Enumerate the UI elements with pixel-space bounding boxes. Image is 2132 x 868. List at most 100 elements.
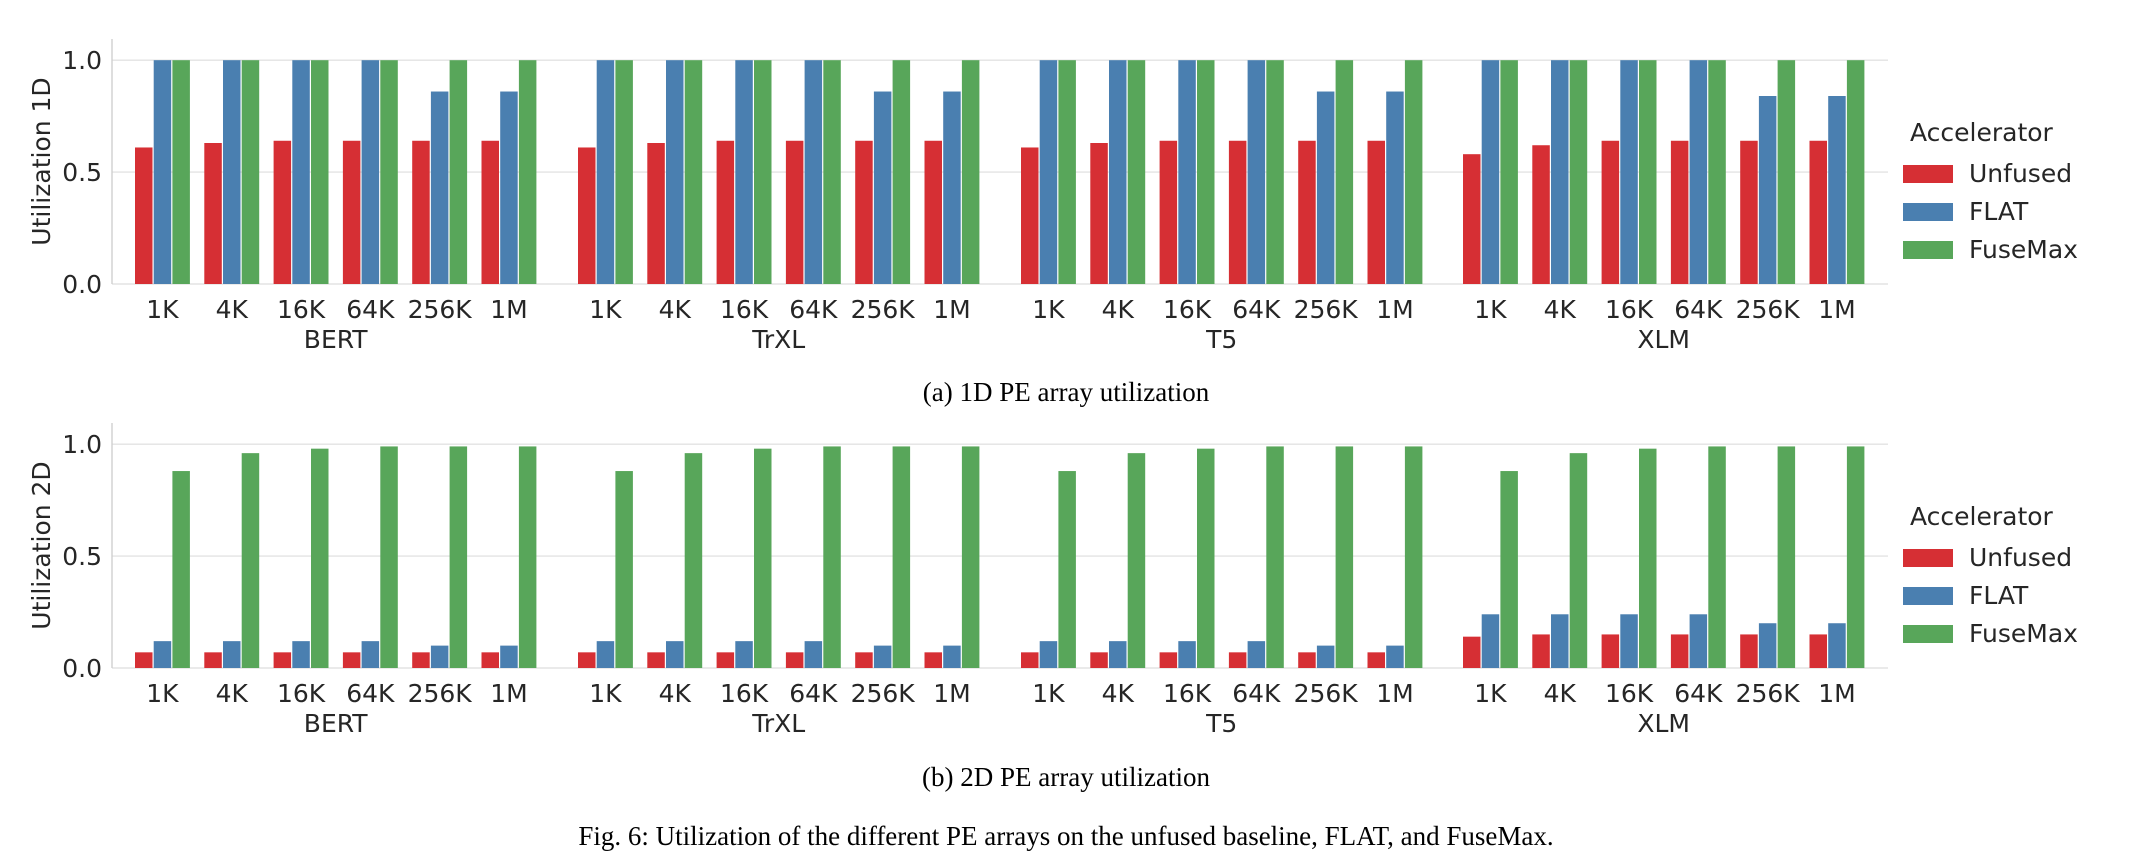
- bar-flat: [500, 645, 518, 668]
- bar-unfused: [716, 652, 735, 668]
- bar-fusemax: [1777, 446, 1796, 668]
- legend-label-unfused: Unfused: [1969, 159, 2072, 188]
- bar-fusemax: [449, 60, 468, 284]
- bar-fusemax: [1058, 60, 1076, 284]
- bar-fusemax: [823, 446, 841, 668]
- x-tick-label: 16K: [1605, 295, 1654, 324]
- x-tick-label: 1M: [1376, 295, 1413, 324]
- bar-fusemax: [892, 60, 911, 284]
- legend-swatch-unfused: [1903, 165, 1953, 183]
- bar-fusemax: [1500, 471, 1518, 668]
- bar-flat: [1039, 641, 1058, 668]
- bar-flat: [223, 641, 241, 668]
- group-label: T5: [1205, 709, 1237, 738]
- bar-unfused: [578, 147, 596, 284]
- bar-flat: [1039, 60, 1058, 284]
- figure-caption: Fig. 6: Utilization of the different PE …: [578, 821, 1553, 851]
- x-tick-label: 1M: [933, 679, 970, 708]
- bar-unfused: [481, 652, 499, 668]
- bar-fusemax: [1569, 60, 1588, 284]
- x-tick-label: 1M: [1376, 679, 1413, 708]
- y-tick-label: 1.0: [62, 46, 102, 75]
- bar-flat: [1620, 60, 1638, 284]
- bar-fusemax: [1846, 60, 1865, 284]
- legend-label-flat: FLAT: [1969, 197, 2029, 226]
- x-tick-label: 1K: [1032, 295, 1065, 324]
- bar-fusemax: [961, 60, 980, 284]
- bar-fusemax: [1266, 446, 1284, 668]
- bar-fusemax: [1197, 448, 1215, 668]
- bar-flat: [1689, 614, 1708, 668]
- x-tick-label: 256K: [1736, 679, 1801, 708]
- bar-flat: [666, 641, 684, 668]
- x-tick-label: 64K: [346, 679, 395, 708]
- x-tick-label: 64K: [1232, 679, 1281, 708]
- bar-flat: [361, 60, 380, 284]
- bar-flat: [1386, 91, 1404, 285]
- x-tick-label: 1K: [1474, 679, 1507, 708]
- x-tick-label: 1M: [933, 295, 970, 324]
- legend-label-fusemax: FuseMax: [1969, 619, 2078, 648]
- x-tick-label: 1M: [490, 679, 527, 708]
- x-tick-label: 1K: [1474, 295, 1507, 324]
- x-tick-label: 16K: [720, 295, 769, 324]
- group-label: BERT: [304, 709, 368, 738]
- bar-fusemax: [1335, 60, 1354, 284]
- x-tick-label: 16K: [277, 679, 326, 708]
- bar-fusemax: [1127, 453, 1146, 668]
- bar-fusemax: [1335, 446, 1354, 668]
- x-tick-label: 256K: [408, 679, 473, 708]
- bar-fusemax: [615, 471, 633, 668]
- bar-fusemax: [684, 453, 703, 668]
- x-tick-label: 64K: [1674, 295, 1723, 324]
- bar-unfused: [924, 140, 942, 284]
- x-tick-label: 4K: [659, 679, 692, 708]
- bar-unfused: [855, 140, 873, 284]
- bar-fusemax: [1266, 60, 1284, 284]
- bar-flat: [1758, 96, 1777, 284]
- bar-fusemax: [1846, 446, 1865, 668]
- bar-fusemax: [311, 60, 329, 284]
- legend-label-unfused: Unfused: [1969, 543, 2072, 572]
- legend-swatch-fusemax: [1903, 241, 1953, 259]
- x-tick-label: 4K: [216, 295, 249, 324]
- legend-title: Accelerator: [1910, 502, 2054, 531]
- bar-flat: [1316, 91, 1335, 285]
- bar-flat: [430, 645, 449, 668]
- bar-flat: [1481, 614, 1500, 668]
- bar-flat: [430, 91, 449, 285]
- bar-fusemax: [1058, 471, 1076, 668]
- bar-flat: [1551, 60, 1569, 284]
- legend-swatch-unfused: [1903, 549, 1953, 567]
- bar-fusemax: [380, 60, 398, 284]
- bar-fusemax: [961, 446, 980, 668]
- bar-flat: [361, 641, 380, 668]
- legend-swatch-fusemax: [1903, 625, 1953, 643]
- bar-flat: [292, 641, 310, 668]
- bar-fusemax: [241, 453, 260, 668]
- bar-unfused: [1159, 140, 1178, 284]
- bar-fusemax: [1404, 60, 1423, 284]
- bar-flat: [1178, 60, 1196, 284]
- group-label: XLM: [1637, 709, 1690, 738]
- bar-fusemax: [1500, 60, 1518, 284]
- bar-unfused: [716, 140, 735, 284]
- x-tick-label: 256K: [851, 679, 916, 708]
- y-tick-label: 0.5: [62, 158, 102, 187]
- x-tick-label: 64K: [346, 295, 395, 324]
- y-tick-label: 0.0: [62, 270, 102, 299]
- bar-unfused: [273, 140, 292, 284]
- group-label: TrXL: [751, 325, 805, 354]
- bar-unfused: [1090, 652, 1108, 668]
- bar-flat: [596, 60, 615, 284]
- bar-unfused: [1090, 143, 1108, 284]
- bar-flat: [292, 60, 310, 284]
- bar-unfused: [785, 652, 804, 668]
- bar-flat: [596, 641, 615, 668]
- x-tick-label: 1M: [1818, 679, 1855, 708]
- x-tick-label: 256K: [1736, 295, 1801, 324]
- x-tick-label: 4K: [1544, 679, 1577, 708]
- x-tick-label: 1M: [490, 295, 527, 324]
